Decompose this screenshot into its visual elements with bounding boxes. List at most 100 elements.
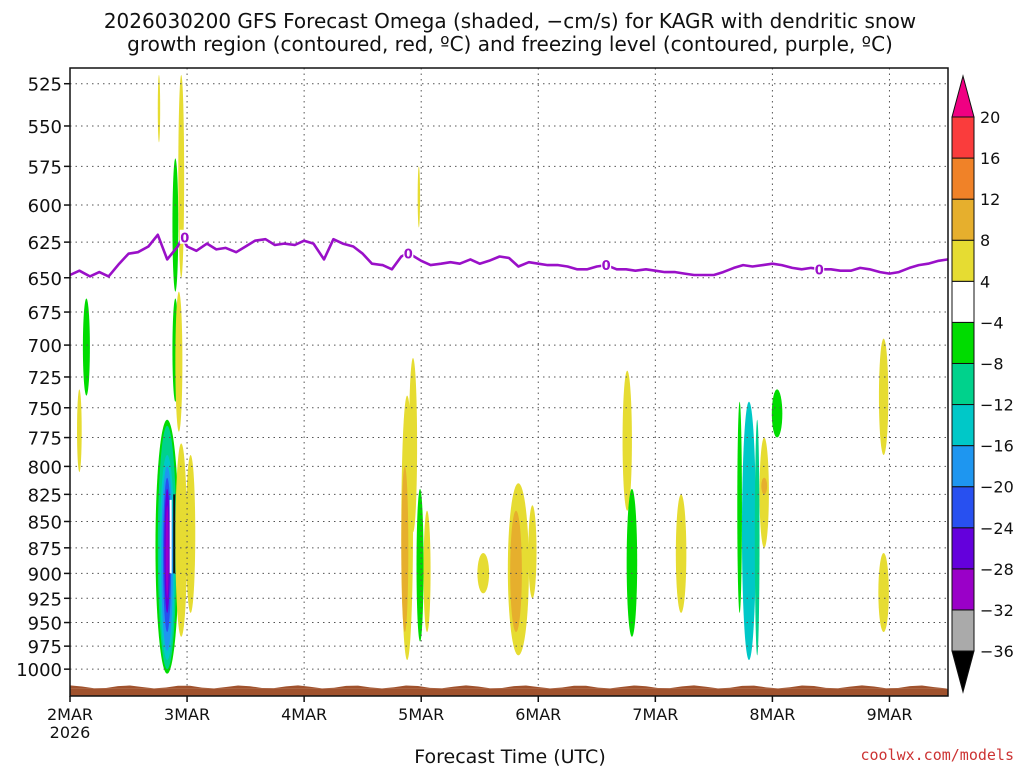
- omega-feature-21: [417, 166, 421, 228]
- omega-feature-29: [741, 401, 757, 661]
- omega-feature-6: [165, 505, 169, 599]
- chart-title-line1: 2026030200 GFS Forecast Omega (shaded, −…: [104, 9, 916, 33]
- omega-feature-7: [172, 158, 179, 292]
- omega-feature-30: [737, 401, 742, 613]
- omega-feature-33: [761, 477, 768, 495]
- omega-feature-12: [185, 454, 196, 613]
- x-tick-label-9MAR: 9MAR: [866, 705, 912, 724]
- x-tick-label-2MAR: 2MAR: [47, 705, 93, 724]
- y-tick-label-850: 850: [28, 512, 62, 533]
- colorbar-label-12: −32: [980, 601, 1014, 620]
- colorbar-bin-5: [951, 404, 975, 447]
- plot-border: [69, 67, 949, 697]
- omega-feature-17: [401, 466, 409, 633]
- freezing-label-bg-3: [814, 261, 825, 276]
- x-tick-label-3MAR: 3MAR: [164, 705, 210, 724]
- omega-feature-31: [754, 419, 760, 656]
- freezing-level-label-3: 0: [815, 263, 824, 278]
- freezing-level-label-0: 0: [180, 232, 189, 247]
- omega-feature-36: [878, 553, 889, 633]
- colorbar-bin-1: [951, 568, 975, 611]
- omega-feature-20: [423, 510, 431, 633]
- y-tick-label-900: 900: [28, 564, 62, 585]
- omega-feature-34: [771, 389, 783, 438]
- y-tick-label-825: 825: [28, 485, 62, 506]
- grid-lines: [70, 68, 948, 696]
- colorbar-label-4: 4: [980, 272, 990, 291]
- y-tick-label-875: 875: [28, 539, 62, 560]
- freezing-label-bg-2: [601, 257, 612, 272]
- omega-feature-35: [878, 338, 889, 455]
- watermark: coolwx.com/models: [860, 746, 1014, 764]
- y-tick-label-1000: 1000: [16, 660, 62, 681]
- omega-feature-11: [175, 443, 188, 637]
- colorbar-label-2: 12: [980, 190, 1000, 209]
- omega-feature-18: [408, 357, 418, 533]
- colorbar-bin-9: [951, 239, 975, 282]
- omega-feature-19: [416, 488, 424, 642]
- colorbar-bin-8: [951, 280, 975, 323]
- x-axis-label: Forecast Time (UTC): [414, 746, 605, 768]
- colorbar-bin-3: [951, 486, 975, 529]
- omega-feature-13: [157, 75, 161, 143]
- omega-feature-15: [77, 389, 82, 473]
- plot-area: [77, 75, 889, 674]
- y-tick-label-800: 800: [28, 457, 62, 478]
- colorbar-label-3: 8: [980, 231, 990, 250]
- y-tick-label-975: 975: [28, 637, 62, 658]
- colorbar-label-8: −16: [980, 437, 1014, 456]
- x-tick-label-5MAR: 5MAR: [398, 705, 444, 724]
- omega-feature-28: [675, 494, 687, 613]
- ground-edge: [70, 685, 948, 689]
- colorbar-label-7: −12: [980, 396, 1014, 415]
- freezing-level-label-1: 0: [404, 248, 413, 263]
- x-tick-label-4MAR: 4MAR: [281, 705, 327, 724]
- colorbar-label-5: −4: [980, 313, 1004, 332]
- colorbar-bin-7: [951, 321, 975, 364]
- colorbar-label-1: 16: [980, 149, 1000, 168]
- omega-feature-10: [175, 291, 183, 432]
- y-tick-label-925: 925: [28, 589, 62, 610]
- freezing-level-contour: 0 0 0 0: [69, 229, 949, 278]
- y-tick-label-950: 950: [28, 614, 62, 635]
- freezing-label-bg-1: [403, 245, 414, 260]
- y-tick-label-600: 600: [28, 196, 62, 217]
- freezing-level-line: [69, 233, 949, 278]
- y-axis: 525 550 575 600 625 650 675 700 725 750 775 800 825 8…: [16, 75, 70, 681]
- plot-frame: [69, 67, 949, 697]
- omega-feature-27: [626, 488, 638, 637]
- y-tick-label-750: 750: [28, 399, 62, 420]
- colorbar-label-11: −28: [980, 560, 1014, 579]
- colorbar-label-9: −20: [980, 478, 1014, 497]
- y-tick-label-550: 550: [28, 117, 62, 138]
- colorbar-bin-11: [951, 157, 975, 200]
- ground-strip: [70, 685, 948, 696]
- colorbar-bin-2: [951, 527, 975, 570]
- x-tick-label-8MAR: 8MAR: [749, 705, 795, 724]
- colorbar-bin-12: [951, 116, 975, 159]
- colorbar-tip-high: [951, 74, 975, 118]
- colorbar-tip-low: [951, 650, 975, 694]
- y-tick-label-525: 525: [28, 75, 62, 96]
- y-tick-label-775: 775: [28, 429, 62, 450]
- x-tick-label-7MAR: 7MAR: [632, 705, 678, 724]
- colorbar-bin-4: [951, 445, 975, 488]
- omega-feature-25: [528, 505, 537, 599]
- x-start-year: 2026: [50, 723, 91, 742]
- colorbar-label-10: −24: [980, 519, 1014, 538]
- y-tick-label-675: 675: [28, 303, 62, 324]
- colorbar-label-13: −36: [980, 642, 1014, 661]
- freezing-level-label-2: 0: [602, 259, 611, 274]
- chart-title-line2: growth region (contoured, red, ºC) and f…: [127, 32, 893, 56]
- colorbar-label-6: −8: [980, 354, 1004, 373]
- colorbar: 20 16 12 8 4 −4 −8 −12 −16 −20 −24 −28 −32 −36: [951, 74, 1014, 694]
- colorbar-bin-0: [951, 609, 975, 652]
- freezing-label-bg-0: [179, 229, 190, 244]
- colorbar-label-0: 20: [980, 108, 1000, 127]
- y-tick-label-650: 650: [28, 269, 62, 290]
- y-tick-label-575: 575: [28, 157, 62, 178]
- y-tick-label-700: 700: [28, 336, 62, 357]
- omega-feature-9: [178, 75, 185, 278]
- y-tick-label-625: 625: [28, 233, 62, 254]
